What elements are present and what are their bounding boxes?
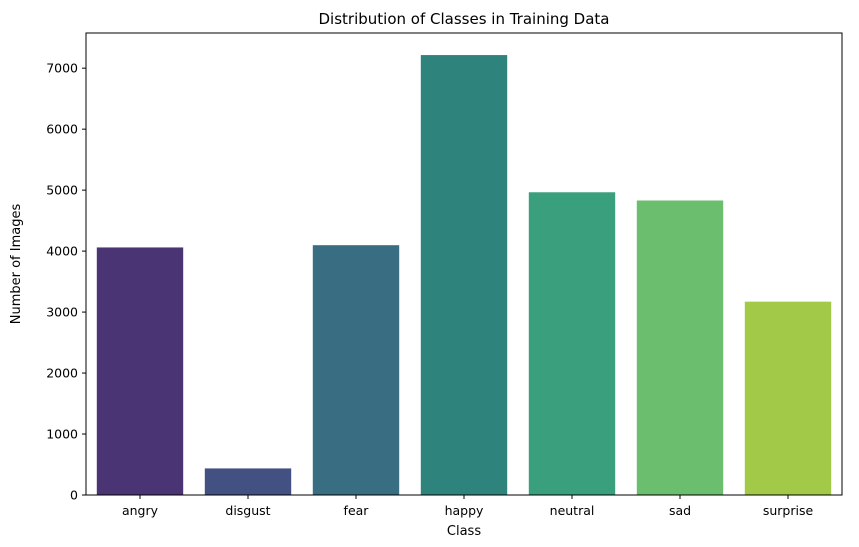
y-tick-label: 2000 <box>46 366 78 381</box>
bar-disgust <box>204 468 292 495</box>
bar-happy <box>420 55 508 495</box>
bar-angry <box>96 247 184 495</box>
x-axis-ticks: angry disgust fear happy neutral sad surprise <box>122 495 814 518</box>
y-tick-label: 1000 <box>46 427 78 442</box>
bar-surprise <box>744 301 832 495</box>
y-tick-label: 0 <box>70 488 78 503</box>
y-tick-label: 5000 <box>46 183 78 198</box>
x-tick-label: neutral <box>550 503 595 518</box>
y-tick-label: 4000 <box>46 244 78 259</box>
y-axis-label: Number of Images <box>9 204 24 325</box>
y-tick-label: 7000 <box>46 61 78 76</box>
y-tick-label: 6000 <box>46 122 78 137</box>
bar-neutral <box>528 192 616 495</box>
x-tick-label: sad <box>669 503 691 518</box>
bar-fear <box>312 245 400 495</box>
x-tick-label: fear <box>344 503 370 518</box>
y-axis-ticks: 0 1000 2000 3000 4000 5000 6000 7000 <box>46 61 86 503</box>
bar-sad <box>636 200 724 495</box>
y-tick-label: 3000 <box>46 305 78 320</box>
x-tick-label: happy <box>445 503 484 518</box>
plot-frame <box>85 32 843 496</box>
x-tick-label: disgust <box>225 503 270 518</box>
x-tick-label: surprise <box>763 503 814 518</box>
chart-title: Distribution of Classes in Training Data <box>319 10 610 28</box>
x-tick-label: angry <box>122 503 159 518</box>
x-axis-label: Class <box>447 524 481 539</box>
bars-group <box>96 55 832 495</box>
